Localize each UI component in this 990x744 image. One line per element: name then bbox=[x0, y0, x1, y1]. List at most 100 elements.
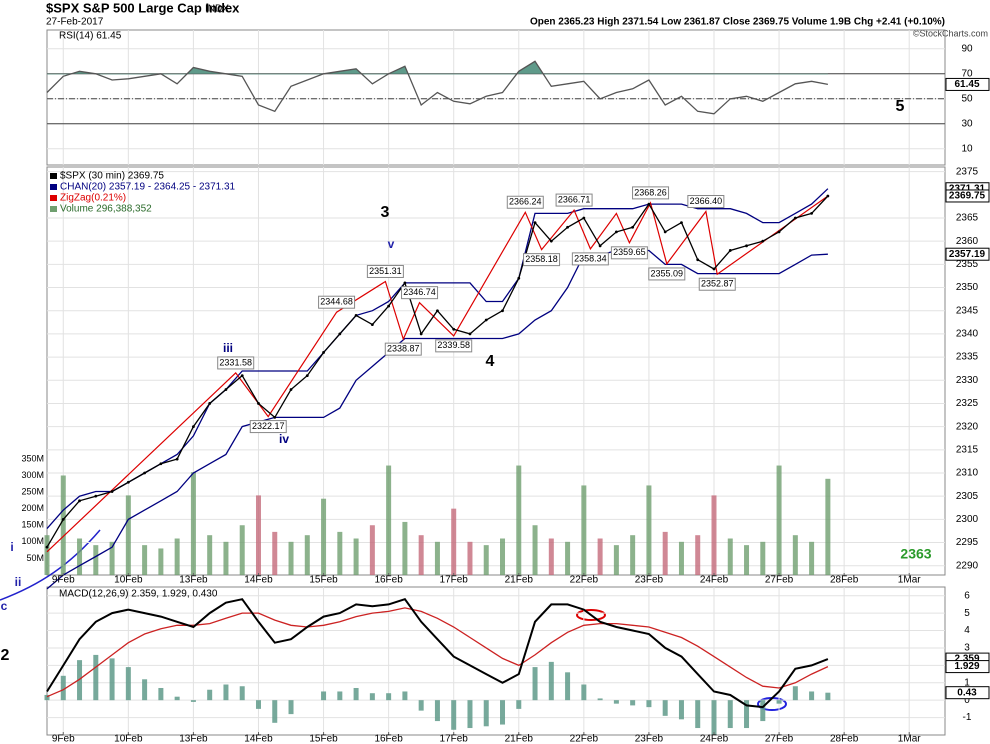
y-tick-label: 2325 bbox=[956, 398, 979, 409]
last-value-label: 2.359 bbox=[954, 654, 979, 665]
panel-title: RSI(14) 61.45 bbox=[59, 31, 122, 42]
last-value-box bbox=[945, 660, 990, 674]
y-tick-label: 10 bbox=[961, 143, 973, 154]
histogram-bar bbox=[190, 700, 196, 702]
macd-panel bbox=[46, 586, 946, 736]
y-tick-label: 2330 bbox=[956, 375, 979, 386]
histogram-bar bbox=[613, 700, 619, 704]
price-point bbox=[566, 225, 569, 229]
panel-title: MACD(12,26,9) 2.359, 1.929, 0.430 bbox=[59, 589, 218, 600]
price-point bbox=[126, 480, 130, 484]
pivot-label-box bbox=[648, 267, 686, 281]
y-tick-label: 2360 bbox=[956, 236, 979, 247]
histogram-bar bbox=[825, 692, 831, 701]
histogram-bar bbox=[77, 660, 83, 701]
legend-swatch bbox=[50, 173, 57, 179]
wave-annotation: c bbox=[1, 599, 8, 613]
histogram-bar bbox=[467, 700, 473, 729]
volume-bar bbox=[662, 531, 668, 575]
price-point bbox=[761, 239, 765, 243]
price-point bbox=[631, 225, 635, 229]
wave-annotation: 3 bbox=[381, 204, 390, 221]
rsi-panel bbox=[46, 29, 946, 166]
pivot-label: 2352.87 bbox=[701, 279, 734, 289]
histogram-bar bbox=[272, 700, 278, 723]
price-point bbox=[745, 244, 748, 248]
price-point bbox=[696, 258, 700, 262]
histogram-bar bbox=[93, 654, 99, 701]
histogram-bar bbox=[727, 700, 733, 729]
histogram-bar bbox=[174, 696, 180, 701]
volume-bar bbox=[532, 525, 538, 575]
histogram-bar bbox=[630, 700, 636, 706]
x-tick-label: 28Feb bbox=[830, 734, 859, 744]
price-point bbox=[192, 425, 195, 429]
histogram-bar bbox=[451, 700, 457, 730]
last-value-box bbox=[945, 686, 990, 700]
pivot-label: 2331.58 bbox=[219, 357, 252, 367]
volume-bar bbox=[288, 541, 294, 575]
price-point bbox=[240, 374, 244, 378]
histogram-bar bbox=[125, 667, 131, 701]
volume-bar bbox=[516, 465, 522, 575]
pivot-label-box bbox=[632, 186, 670, 200]
x-tick-label: 14Feb bbox=[244, 734, 273, 744]
rsi-line bbox=[46, 60, 829, 115]
histogram-bar bbox=[353, 687, 359, 701]
volume-bar bbox=[467, 541, 473, 575]
y-tick-label: 2305 bbox=[956, 491, 979, 502]
histogram-bar bbox=[646, 700, 652, 708]
pivot-label: 2346.74 bbox=[403, 287, 436, 297]
pivot-label: 2366.24 bbox=[509, 197, 542, 207]
x-tick-label: 17Feb bbox=[440, 734, 469, 744]
price-point bbox=[712, 267, 716, 271]
y-tick-label: 3 bbox=[964, 643, 970, 654]
histogram-bar bbox=[288, 700, 294, 715]
x-tick-label: 23Feb bbox=[635, 575, 664, 586]
volume-bar bbox=[776, 465, 782, 575]
y-tick-label: 2290 bbox=[956, 560, 979, 571]
volume-bar bbox=[760, 541, 766, 575]
x-tick-label: 22Feb bbox=[570, 575, 599, 586]
histogram-bar bbox=[597, 698, 603, 701]
x-tick-label: 1Mar bbox=[898, 734, 921, 744]
credit: ©StockCharts.com bbox=[913, 28, 988, 38]
volume-bar bbox=[207, 535, 213, 575]
y2-tick-label: 300M bbox=[21, 470, 44, 480]
x-tick-label: 9Feb bbox=[52, 575, 75, 586]
x-tick-label: 24Feb bbox=[700, 575, 729, 586]
y-tick-label: 2340 bbox=[956, 329, 979, 340]
pivot-label-box bbox=[523, 253, 561, 267]
x-tick-label: 17Feb bbox=[440, 575, 469, 586]
histogram-bar bbox=[548, 661, 554, 701]
volume-bar bbox=[77, 538, 83, 575]
histogram-bar bbox=[500, 700, 506, 725]
last-value-box bbox=[945, 247, 990, 261]
legend-swatch bbox=[50, 195, 57, 201]
x-tick-label: 14Feb bbox=[244, 575, 273, 586]
volume-bar bbox=[239, 525, 245, 575]
y-tick-label: 6 bbox=[964, 590, 970, 601]
price-point bbox=[273, 415, 277, 419]
price-point bbox=[370, 323, 374, 327]
volume-bar bbox=[483, 545, 489, 575]
signal-line bbox=[46, 607, 829, 698]
volume-bar bbox=[402, 521, 408, 575]
volume-bar bbox=[272, 531, 278, 575]
price-line bbox=[46, 195, 829, 548]
histogram-bar bbox=[434, 700, 440, 722]
histogram-bar bbox=[109, 658, 115, 701]
volume-bar bbox=[321, 498, 327, 575]
y-tick-label: 2315 bbox=[956, 444, 979, 455]
histogram-bar bbox=[711, 700, 717, 735]
histogram-bar bbox=[678, 700, 684, 720]
y-tick-label: 4 bbox=[964, 625, 970, 636]
price-point bbox=[338, 332, 342, 336]
price-point bbox=[826, 194, 830, 198]
volume-bar bbox=[500, 538, 506, 575]
wave-annotation: 2363 bbox=[900, 546, 931, 562]
y-tick-label: 2310 bbox=[956, 468, 979, 479]
pivot-label-box bbox=[571, 252, 609, 266]
x-tick-label: 9Feb bbox=[52, 734, 75, 744]
